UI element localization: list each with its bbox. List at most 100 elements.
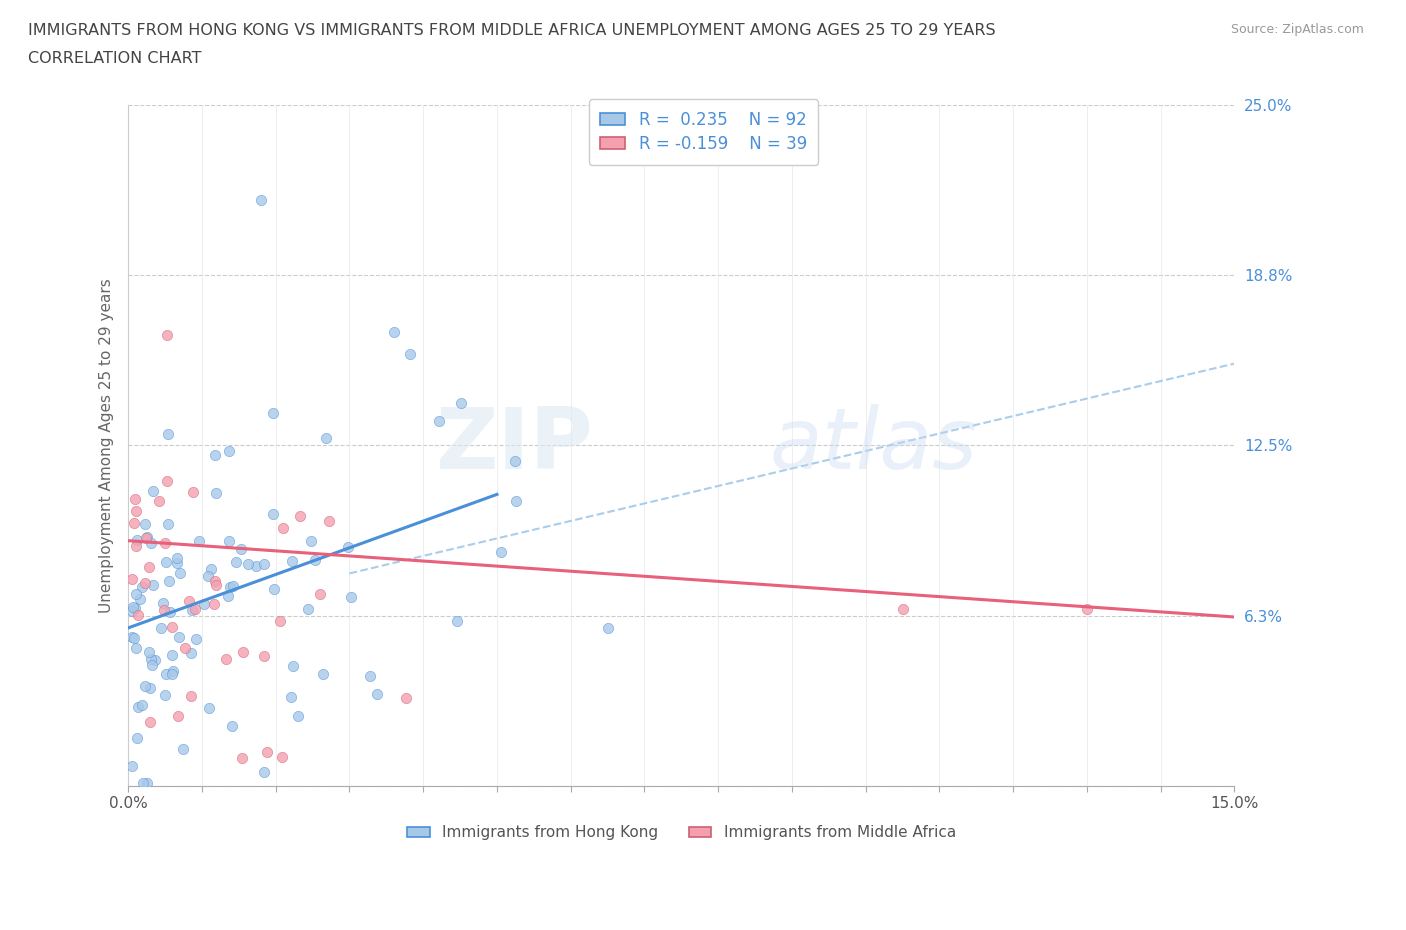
Point xyxy=(382,325,405,339)
Point xyxy=(253,764,276,779)
Point xyxy=(596,621,619,636)
Point xyxy=(281,553,304,568)
Point xyxy=(122,516,145,531)
Point xyxy=(215,652,238,667)
Point xyxy=(181,603,204,618)
Point xyxy=(297,601,319,616)
Point xyxy=(121,572,143,587)
Point xyxy=(184,631,207,646)
Point xyxy=(245,559,267,574)
Point xyxy=(269,614,291,629)
Point xyxy=(142,484,165,498)
Point xyxy=(139,536,162,551)
Point xyxy=(271,521,294,536)
Point xyxy=(271,750,294,764)
Point xyxy=(166,551,188,565)
Point xyxy=(288,509,311,524)
Point xyxy=(124,587,146,602)
Point xyxy=(200,562,222,577)
Point xyxy=(318,513,340,528)
Point xyxy=(450,395,472,410)
Point xyxy=(152,596,174,611)
Point xyxy=(153,536,176,551)
Point xyxy=(217,588,239,603)
Point xyxy=(160,667,183,682)
Point xyxy=(202,596,225,611)
Point xyxy=(143,652,166,667)
Point xyxy=(287,709,309,724)
Point xyxy=(122,600,145,615)
Text: IMMIGRANTS FROM HONG KONG VS IMMIGRANTS FROM MIDDLE AFRICA UNEMPLOYMENT AMONG AG: IMMIGRANTS FROM HONG KONG VS IMMIGRANTS … xyxy=(28,23,995,38)
Point xyxy=(134,679,156,694)
Point xyxy=(122,631,145,645)
Point xyxy=(204,447,226,462)
Point xyxy=(121,604,143,618)
Point xyxy=(124,601,146,616)
Point xyxy=(263,582,285,597)
Point xyxy=(180,689,202,704)
Point xyxy=(262,405,284,420)
Point xyxy=(366,686,388,701)
Point xyxy=(503,454,526,469)
Point xyxy=(218,443,240,458)
Point xyxy=(446,614,468,629)
Point xyxy=(283,658,305,673)
Point xyxy=(891,602,914,617)
Point xyxy=(222,578,245,593)
Point xyxy=(312,667,335,682)
Point xyxy=(131,776,153,790)
Point xyxy=(221,719,243,734)
Point xyxy=(139,680,162,695)
Point xyxy=(238,556,260,571)
Point xyxy=(172,742,194,757)
Y-axis label: Unemployment Among Ages 25 to 29 years: Unemployment Among Ages 25 to 29 years xyxy=(100,278,114,613)
Point xyxy=(150,620,173,635)
Text: CORRELATION CHART: CORRELATION CHART xyxy=(28,51,201,66)
Point xyxy=(159,604,181,619)
Point xyxy=(339,590,361,604)
Legend: Immigrants from Hong Kong, Immigrants from Middle Africa: Immigrants from Hong Kong, Immigrants fr… xyxy=(401,819,962,846)
Point xyxy=(177,594,200,609)
Point xyxy=(204,573,226,588)
Point xyxy=(198,701,221,716)
Point xyxy=(159,574,181,589)
Point xyxy=(232,644,254,659)
Point xyxy=(1076,602,1098,617)
Point xyxy=(136,530,159,545)
Point xyxy=(252,648,274,663)
Point xyxy=(127,607,149,622)
Point xyxy=(218,534,240,549)
Point xyxy=(180,645,202,660)
Point xyxy=(128,699,150,714)
Point xyxy=(141,658,163,672)
Point xyxy=(359,669,381,684)
Point xyxy=(153,687,176,702)
Point xyxy=(225,554,247,569)
Point xyxy=(128,591,150,606)
Point xyxy=(157,516,180,531)
Point xyxy=(138,714,160,729)
Point xyxy=(156,327,179,342)
Point xyxy=(280,689,302,704)
Point xyxy=(125,533,148,548)
Point xyxy=(121,630,143,644)
Point xyxy=(160,619,183,634)
Point xyxy=(160,647,183,662)
Text: atlas: atlas xyxy=(770,404,977,486)
Point xyxy=(125,730,148,745)
Point xyxy=(125,503,148,518)
Point xyxy=(157,427,180,442)
Point xyxy=(187,534,209,549)
Point xyxy=(173,640,195,655)
Text: ZIP: ZIP xyxy=(434,404,593,486)
Point xyxy=(427,413,450,428)
Point xyxy=(337,539,360,554)
Point xyxy=(155,473,177,488)
Point xyxy=(148,494,170,509)
Point xyxy=(219,579,242,594)
Point xyxy=(250,193,273,207)
Point xyxy=(253,556,276,571)
Point xyxy=(136,776,159,790)
Point xyxy=(169,565,191,580)
Point xyxy=(155,554,177,569)
